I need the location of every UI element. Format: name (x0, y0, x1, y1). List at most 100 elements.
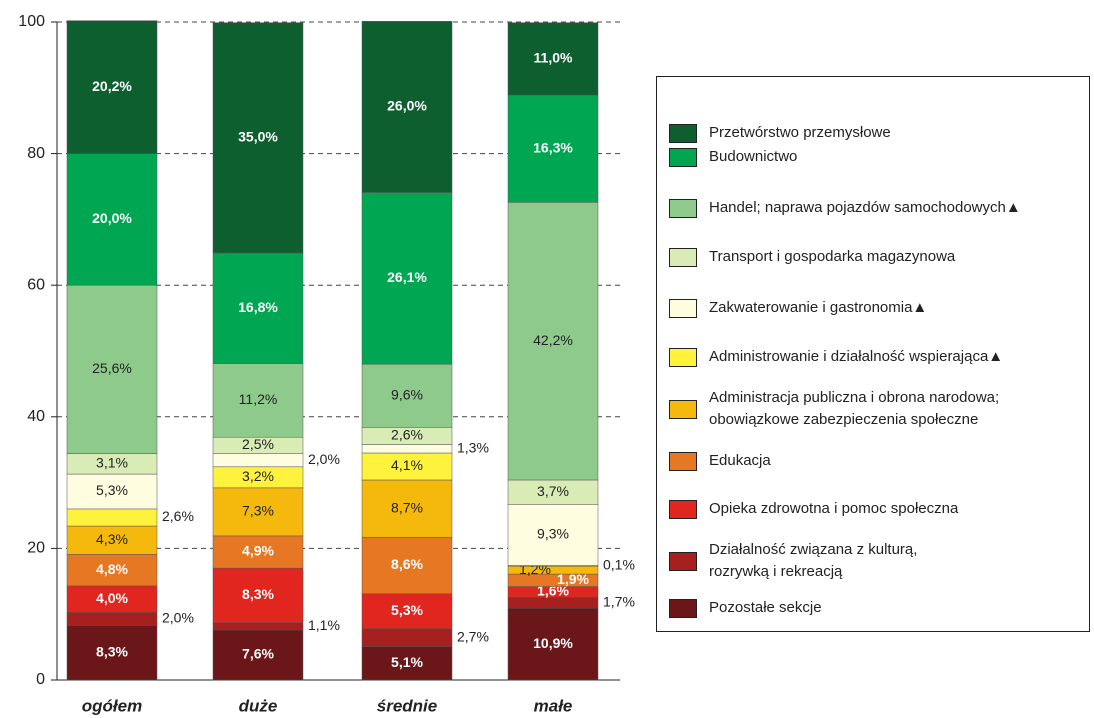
legend-label: Pozostałe sekcje (709, 599, 822, 616)
legend-label: Działalność związana z kulturą, rozrywką… (709, 541, 918, 580)
legend-swatch (669, 298, 697, 318)
bar-segment (361, 21, 453, 193)
bar-segment (507, 22, 599, 96)
y-tick-label: 80 (27, 145, 45, 162)
x-tick-label: małe (534, 696, 573, 715)
value-label: 11,2% (239, 391, 278, 407)
value-label: 4,0% (96, 590, 128, 606)
value-label: 4,3% (96, 531, 128, 547)
bar-segment (507, 596, 599, 609)
value-label: 42,2% (533, 332, 573, 348)
value-label: 9,6% (391, 386, 423, 402)
legend-item: Pozostałe sekcje (669, 597, 822, 619)
value-label: 4,9% (242, 543, 274, 559)
value-label: 10,9% (533, 635, 573, 651)
value-label: 4,1% (391, 457, 423, 473)
value-label: 5,1% (391, 654, 423, 670)
value-label: 2,6% (391, 427, 423, 443)
legend-item: Przetwórstwo przemysłowe (669, 122, 891, 144)
legend-swatch (669, 123, 697, 143)
bar-segment (212, 622, 304, 631)
bar-segment (361, 192, 453, 365)
value-label: 2,6% (162, 508, 194, 524)
legend-swatch (669, 247, 697, 267)
bar-segment (66, 284, 158, 454)
bar-segment (361, 444, 453, 454)
y-tick-label: 0 (36, 671, 45, 688)
y-tick-label: 40 (27, 408, 45, 425)
x-tick-label: średnie (377, 696, 437, 715)
value-label: 8,6% (391, 556, 423, 572)
value-label: 1,3% (457, 439, 489, 455)
value-label: 35,0% (238, 129, 278, 145)
bar-segment (361, 536, 453, 595)
bar-segment (66, 473, 158, 510)
value-label: 3,2% (242, 468, 274, 484)
value-label: 8,3% (242, 586, 274, 602)
value-label: 0,1% (603, 557, 635, 573)
x-tick-label: ogółem (82, 696, 142, 715)
value-label: 5,3% (391, 602, 423, 618)
bar-segment (212, 22, 304, 254)
value-label: 4,8% (96, 561, 128, 577)
legend-label: Transport i gospodarka magazynowa (709, 248, 956, 265)
value-label: 1,1% (308, 617, 340, 633)
value-label: 20,2% (92, 78, 132, 94)
value-label: 2,0% (308, 451, 340, 467)
y-tick-label: 100 (18, 13, 45, 30)
bar-segment (66, 20, 158, 154)
value-label: 16,8% (238, 299, 278, 315)
value-label: 2,5% (242, 436, 274, 452)
bar-segment (212, 535, 304, 569)
x-tick-label: duże (239, 696, 278, 715)
value-label: 1,9% (557, 571, 589, 587)
value-label: 20,0% (92, 210, 132, 226)
bar-segment (507, 479, 599, 505)
legend-swatch (669, 551, 697, 571)
value-label: 3,1% (96, 455, 128, 471)
legend-label: Administrowanie i działalność wspierając… (709, 348, 1004, 365)
bar-segment (361, 646, 453, 681)
bar-segment (507, 608, 599, 681)
bar-segment (212, 363, 304, 438)
value-label: 25,6% (92, 360, 132, 376)
value-label: 1,7% (603, 593, 635, 609)
value-label: 7,3% (242, 503, 274, 519)
bar-segment (66, 585, 158, 613)
bar-segment (361, 452, 453, 481)
legend-label: Handel; naprawa pojazdów samochodowych▲ (709, 199, 1021, 216)
bar-segment (361, 628, 453, 647)
legend-swatch (669, 499, 697, 519)
legend-label: Zakwaterowanie i gastronomia▲ (709, 299, 928, 316)
bar-segment (361, 479, 453, 538)
legend-item: Administrowanie i działalność wspierając… (669, 346, 1003, 368)
value-label: 26,1% (387, 269, 427, 285)
legend-item: Działalność związana z kulturą, rozrywką… (669, 539, 917, 583)
legend-item: Administracja publiczna i obrona narodow… (669, 387, 999, 431)
value-label: 2,7% (457, 628, 489, 644)
value-label: 3,7% (537, 483, 569, 499)
bar-segment (361, 593, 453, 629)
value-label: 8,3% (96, 643, 128, 659)
legend-swatch (669, 399, 697, 419)
y-tick-label: 20 (27, 540, 45, 557)
value-label: 16,3% (533, 139, 573, 155)
value-label: 7,6% (242, 646, 274, 662)
legend-item: Edukacja (669, 450, 771, 472)
value-label: 9,3% (537, 526, 569, 542)
legend-label: Edukacja (709, 452, 771, 469)
bar-segment (507, 504, 599, 566)
legend-swatch (669, 198, 697, 218)
bar-segment (212, 629, 304, 681)
legend-item: Transport i gospodarka magazynowa (669, 246, 955, 268)
legend-item: Zakwaterowanie i gastronomia▲ (669, 297, 927, 319)
legend-swatch (669, 451, 697, 471)
legend-item: Opieka zdrowotna i pomoc społeczna (669, 498, 958, 520)
bar-segment (361, 363, 453, 428)
value-label: 26,0% (387, 98, 427, 114)
bar-segment (507, 202, 599, 481)
bar-segment (66, 525, 158, 555)
legend: Przetwórstwo przemysłowe Budownictwo Hande… (656, 76, 1090, 632)
bar-segment (66, 625, 158, 681)
